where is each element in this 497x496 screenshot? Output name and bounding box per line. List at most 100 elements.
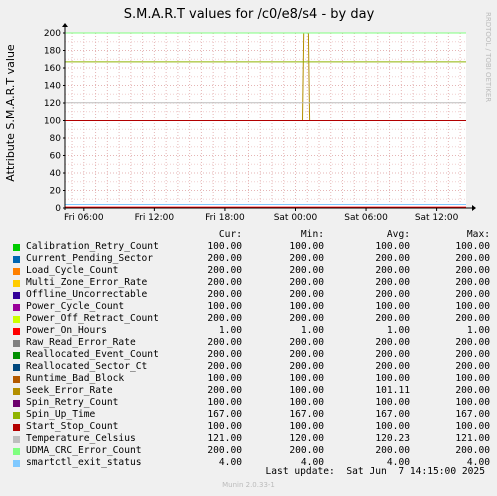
legend-max: 200.00 xyxy=(455,265,490,276)
legend-min: 200.00 xyxy=(289,313,324,324)
legend-swatch xyxy=(13,304,20,311)
legend-min: 200.00 xyxy=(289,253,324,264)
legend-series-name: Offline_Uncorrectable xyxy=(26,289,148,300)
footer-version: Munin 2.0.33-1 xyxy=(222,481,275,489)
legend-row: Multi_Zone_Error_Rate 200.00 200.00 200.00 2… xyxy=(12,277,494,289)
legend-min: 200.00 xyxy=(289,361,324,372)
legend-row: smartctl_exit_status 4.00 4.00 4.00 4.00 xyxy=(12,457,494,469)
legend-max: 100.00 xyxy=(455,397,490,408)
legend-row: Offline_Uncorrectable 200.00 200.00 200.00 2… xyxy=(12,289,494,301)
x-tick-label: Sat 12:00 xyxy=(415,213,459,223)
legend-swatch xyxy=(13,268,20,275)
x-axis-arrow xyxy=(472,205,476,211)
legend-avg: 1.00 xyxy=(386,325,410,336)
legend-series-name: Seek_Error_Rate xyxy=(26,385,113,396)
legend-max: 200.00 xyxy=(455,337,490,348)
legend-cur: 200.00 xyxy=(207,277,242,288)
legend-avg: 200.00 xyxy=(375,265,410,276)
legend-row: Reallocated_Event_Count 200.00 200.00 200.0… xyxy=(12,349,494,361)
legend-cur: 100.00 xyxy=(207,421,242,432)
legend-cur: 200.00 xyxy=(207,253,242,264)
legend-min: 200.00 xyxy=(289,265,324,276)
series-lines xyxy=(65,32,466,208)
legend-cur: 200.00 xyxy=(207,265,242,276)
legend-series-name: Spin_Retry_Count xyxy=(26,397,119,408)
x-tick-label: Sat 00:00 xyxy=(274,213,318,223)
legend-avg: 100.00 xyxy=(375,301,410,312)
legend-avg: 200.00 xyxy=(375,349,410,360)
legend-max: 200.00 xyxy=(455,349,490,360)
legend-min: 200.00 xyxy=(289,445,324,456)
y-tick-label: 160 xyxy=(44,64,61,74)
legend-series-name: Power_Off_Retract_Count xyxy=(26,313,159,324)
legend-min: 1.00 xyxy=(300,325,324,336)
legend-min: 100.00 xyxy=(289,385,324,396)
legend-series-name: Load_Cycle_Count xyxy=(26,265,119,276)
legend-swatch xyxy=(13,292,20,299)
legend-swatch xyxy=(13,400,20,407)
legend-avg: 200.00 xyxy=(375,289,410,300)
legend-avg: 4.00 xyxy=(386,457,410,468)
legend-avg: 100.00 xyxy=(375,241,410,252)
y-ticks: 0 20 40 60 80 100 120 140 160 180 200 xyxy=(44,29,65,214)
legend-series-name: Runtime_Bad_Block xyxy=(26,373,125,384)
legend-swatch xyxy=(13,412,20,419)
header-avg: Avg: xyxy=(386,229,410,240)
legend-row: UDMA_CRC_Error_Count 200.00 200.00 200.00 20… xyxy=(12,445,494,457)
legend-series-name: Current_Pending_Sector xyxy=(26,253,154,264)
legend-cur: 1.00 xyxy=(218,325,242,336)
y-tick-label: 60 xyxy=(50,152,62,162)
legend-min: 100.00 xyxy=(289,421,324,432)
y-tick-label: 140 xyxy=(44,82,61,92)
legend-min: 120.00 xyxy=(289,433,324,444)
legend-cur: 200.00 xyxy=(207,289,242,300)
legend-cur: 100.00 xyxy=(207,301,242,312)
legend-series-name: Temperature_Celsius xyxy=(26,433,136,444)
legend-min: 200.00 xyxy=(289,349,324,360)
legend-row: Spin_Up_Time 167.00 167.00 167.00 167.00 xyxy=(12,409,494,421)
legend-row: Power_Off_Retract_Count 200.00 200.00 200.0… xyxy=(12,313,494,325)
legend-max: 200.00 xyxy=(455,289,490,300)
chart: S.M.A.R.T values for /c0/e8/s4 - by day … xyxy=(4,7,492,223)
legend-cur: 167.00 xyxy=(207,409,242,420)
legend-swatch xyxy=(13,460,20,467)
legend-swatch xyxy=(13,328,20,335)
legend-max: 100.00 xyxy=(455,241,490,252)
chart-title: S.M.A.R.T values for /c0/e8/s4 - by day xyxy=(124,7,375,22)
legend-avg: 200.00 xyxy=(375,277,410,288)
legend-row: Runtime_Bad_Block 100.00 100.00 100.00 100.0… xyxy=(12,373,494,385)
legend-series-name: Power_Cycle_Count xyxy=(26,301,125,312)
legend-avg: 200.00 xyxy=(375,253,410,264)
legend-swatch xyxy=(13,376,20,383)
legend-swatch xyxy=(13,424,20,431)
legend-cur: 200.00 xyxy=(207,445,242,456)
legend-max: 121.00 xyxy=(455,433,490,444)
legend-series-name: Multi_Zone_Error_Rate xyxy=(26,277,148,288)
legend-max: 100.00 xyxy=(455,421,490,432)
legend-avg: 100.00 xyxy=(375,373,410,384)
legend-cur: 100.00 xyxy=(207,241,242,252)
legend-min: 200.00 xyxy=(289,337,324,348)
legend-max: 200.00 xyxy=(455,385,490,396)
legend-avg: 167.00 xyxy=(375,409,410,420)
legend-avg: 200.00 xyxy=(375,313,410,324)
legend-min: 4.00 xyxy=(300,457,324,468)
legend: Cur: Min: Avg: Max: Calibration_Retry_Co… xyxy=(12,229,494,469)
legend-row: Seek_Error_Rate 200.00 100.00 101.11 200.00 xyxy=(12,385,494,397)
axes xyxy=(62,23,476,211)
legend-max: 167.00 xyxy=(455,409,490,420)
legend-avg: 200.00 xyxy=(375,445,410,456)
legend-row: Start_Stop_Count 100.00 100.00 100.00 100.00 xyxy=(12,421,494,433)
legend-avg: 120.23 xyxy=(375,433,410,444)
legend-swatch xyxy=(13,448,20,455)
y-tick-label: 0 xyxy=(55,204,61,214)
legend-swatch xyxy=(13,244,20,251)
legend-row: Reallocated_Sector_Ct 200.00 200.00 200.00 2… xyxy=(12,361,494,373)
x-tick-label: Fri 18:00 xyxy=(205,213,245,223)
legend-row: Calibration_Retry_Count 100.00 100.00 100.0… xyxy=(12,241,494,253)
legend-cur: 200.00 xyxy=(207,349,242,360)
legend-swatch xyxy=(13,352,20,359)
side-label: RRDTOOL / TOBI OETIKER xyxy=(484,12,492,102)
legend-row: Spin_Retry_Count 100.00 100.00 100.00 100.00 xyxy=(12,397,494,409)
x-tick-label: Fri 12:00 xyxy=(135,213,175,223)
